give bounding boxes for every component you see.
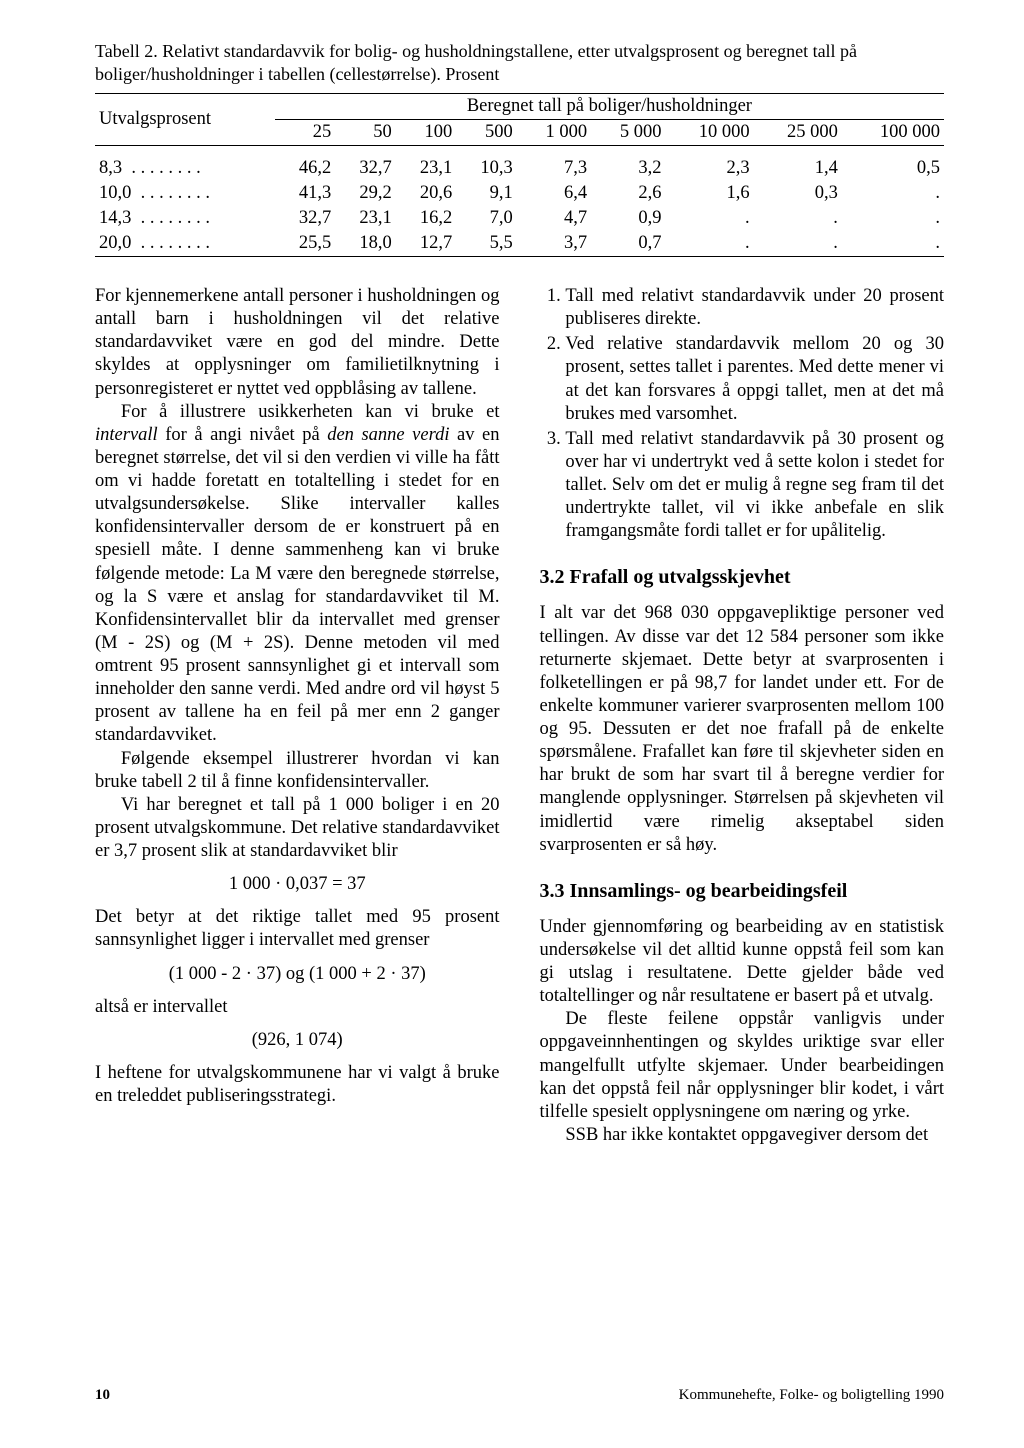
- cell: 9,1: [456, 181, 516, 206]
- text: For å illustrere usikkerheten kan vi bru…: [121, 402, 500, 422]
- para: I alt var det 968 030 oppgavepliktige pe…: [540, 602, 945, 856]
- cell: .: [754, 231, 842, 257]
- row-label: 8,3: [99, 158, 122, 178]
- table-row: 10,0 . . . . . . . . 41,3 29,2 20,6 9,1 …: [95, 181, 944, 206]
- cell: 1,6: [665, 181, 753, 206]
- numbered-list: Tall med relativt standardavvik under 20…: [540, 285, 945, 543]
- stub-head: Utvalgsprosent: [95, 94, 275, 146]
- col-head: 100 000: [842, 120, 944, 146]
- cell: 23,1: [396, 156, 456, 181]
- row-label: 20,0: [99, 233, 131, 253]
- para: Vi har beregnet et tall på 1 000 boliger…: [95, 794, 500, 863]
- cell: 29,2: [335, 181, 395, 206]
- para: Følgende eksempel illustrerer hvordan vi…: [95, 748, 500, 794]
- col-head: 5 000: [591, 120, 665, 146]
- para: SSB har ikke kontaktet oppgavegiver ders…: [540, 1124, 945, 1147]
- caption-label: Tabell 2.: [95, 41, 158, 61]
- para: For å illustrere usikkerheten kan vi bru…: [95, 401, 500, 748]
- list-item: Ved relative standardavvik mellom 20 og …: [565, 333, 944, 426]
- para: altså er intervallet: [95, 996, 500, 1019]
- cell: 16,2: [396, 206, 456, 231]
- list-item: Tall med relativt standardavvik på 30 pr…: [565, 428, 944, 544]
- text: for å angi nivået på: [158, 425, 328, 445]
- cell: 18,0: [335, 231, 395, 257]
- equation: (926, 1 074): [95, 1029, 500, 1052]
- cell: 25,5: [275, 231, 335, 257]
- section-heading: 3.2 Frafall og utvalgsskjevhet: [540, 565, 945, 590]
- footer-source: Kommunehefte, Folke- og boligtelling 199…: [679, 1387, 944, 1404]
- cell: 2,3: [665, 156, 753, 181]
- cell: .: [842, 181, 944, 206]
- table-row: 20,0 . . . . . . . . 25,5 18,0 12,7 5,5 …: [95, 231, 944, 257]
- row-dots: . . . . . . . .: [141, 183, 210, 203]
- col-head: 10 000: [665, 120, 753, 146]
- cell: 7,0: [456, 206, 516, 231]
- cell: 7,3: [517, 156, 591, 181]
- row-dots: . . . . . . . .: [141, 208, 210, 228]
- col-head: 25 000: [754, 120, 842, 146]
- section-heading: 3.3 Innsamlings- og bearbeidingsfeil: [540, 879, 945, 904]
- para: I heftene for utvalgskommunene har vi va…: [95, 1062, 500, 1108]
- para: Under gjennomføring og bearbeiding av en…: [540, 916, 945, 1009]
- col-head: 50: [335, 120, 395, 146]
- row-dots: . . . . . . . .: [141, 233, 210, 253]
- equation: (1 000 - 2 · 37) og (1 000 + 2 · 37): [95, 963, 500, 986]
- para: For kjennemerkene antall personer i hush…: [95, 285, 500, 401]
- para: Det betyr at det riktige tallet med 95 p…: [95, 906, 500, 952]
- cell: 20,6: [396, 181, 456, 206]
- italic: intervall: [95, 425, 158, 445]
- para: De fleste feilene oppstår vanligvis unde…: [540, 1008, 945, 1124]
- data-table: Utvalgsprosent Beregnet tall på boliger/…: [95, 93, 944, 257]
- col-head: 25: [275, 120, 335, 146]
- cell: 0,5: [842, 156, 944, 181]
- cell: 23,1: [335, 206, 395, 231]
- table-row: 8,3 . . . . . . . . 46,2 32,7 23,1 10,3 …: [95, 156, 944, 181]
- cell: 10,3: [456, 156, 516, 181]
- cell: 46,2: [275, 156, 335, 181]
- cell: 6,4: [517, 181, 591, 206]
- cell: .: [665, 206, 753, 231]
- cell: 32,7: [275, 206, 335, 231]
- cell: 0,9: [591, 206, 665, 231]
- col-head: 500: [456, 120, 516, 146]
- cell: .: [842, 206, 944, 231]
- cell: 5,5: [456, 231, 516, 257]
- cell: 4,7: [517, 206, 591, 231]
- cell: .: [842, 231, 944, 257]
- cell: 2,6: [591, 181, 665, 206]
- cell: .: [665, 231, 753, 257]
- cell: 3,7: [517, 231, 591, 257]
- cell: 12,7: [396, 231, 456, 257]
- body-columns: For kjennemerkene antall personer i hush…: [95, 285, 944, 1147]
- text: av en beregnet størrelse, det vil si den…: [95, 425, 500, 746]
- row-dots: . . . . . . . .: [131, 158, 200, 178]
- cell: 32,7: [335, 156, 395, 181]
- page-footer: 10 Kommunehefte, Folke- og boligtelling …: [95, 1387, 944, 1404]
- col-head: 100: [396, 120, 456, 146]
- cell: 1,4: [754, 156, 842, 181]
- caption-text: Relativt standardavvik for bolig- og hus…: [95, 41, 857, 84]
- cell: 0,7: [591, 231, 665, 257]
- cell: 41,3: [275, 181, 335, 206]
- row-label: 10,0: [99, 183, 131, 203]
- table-row: 14,3 . . . . . . . . 32,7 23,1 16,2 7,0 …: [95, 206, 944, 231]
- col-head: 1 000: [517, 120, 591, 146]
- super-head: Beregnet tall på boliger/husholdninger: [275, 94, 944, 120]
- italic: den sanne verdi: [327, 425, 449, 445]
- cell: 0,3: [754, 181, 842, 206]
- table-caption: Tabell 2. Relativt standardavvik for bol…: [95, 40, 944, 85]
- page-number: 10: [95, 1387, 110, 1403]
- cell: .: [754, 206, 842, 231]
- list-item: Tall med relativt standardavvik under 20…: [565, 285, 944, 331]
- equation: 1 000 · 0,037 = 37: [95, 873, 500, 896]
- cell: 3,2: [591, 156, 665, 181]
- row-label: 14,3: [99, 208, 131, 228]
